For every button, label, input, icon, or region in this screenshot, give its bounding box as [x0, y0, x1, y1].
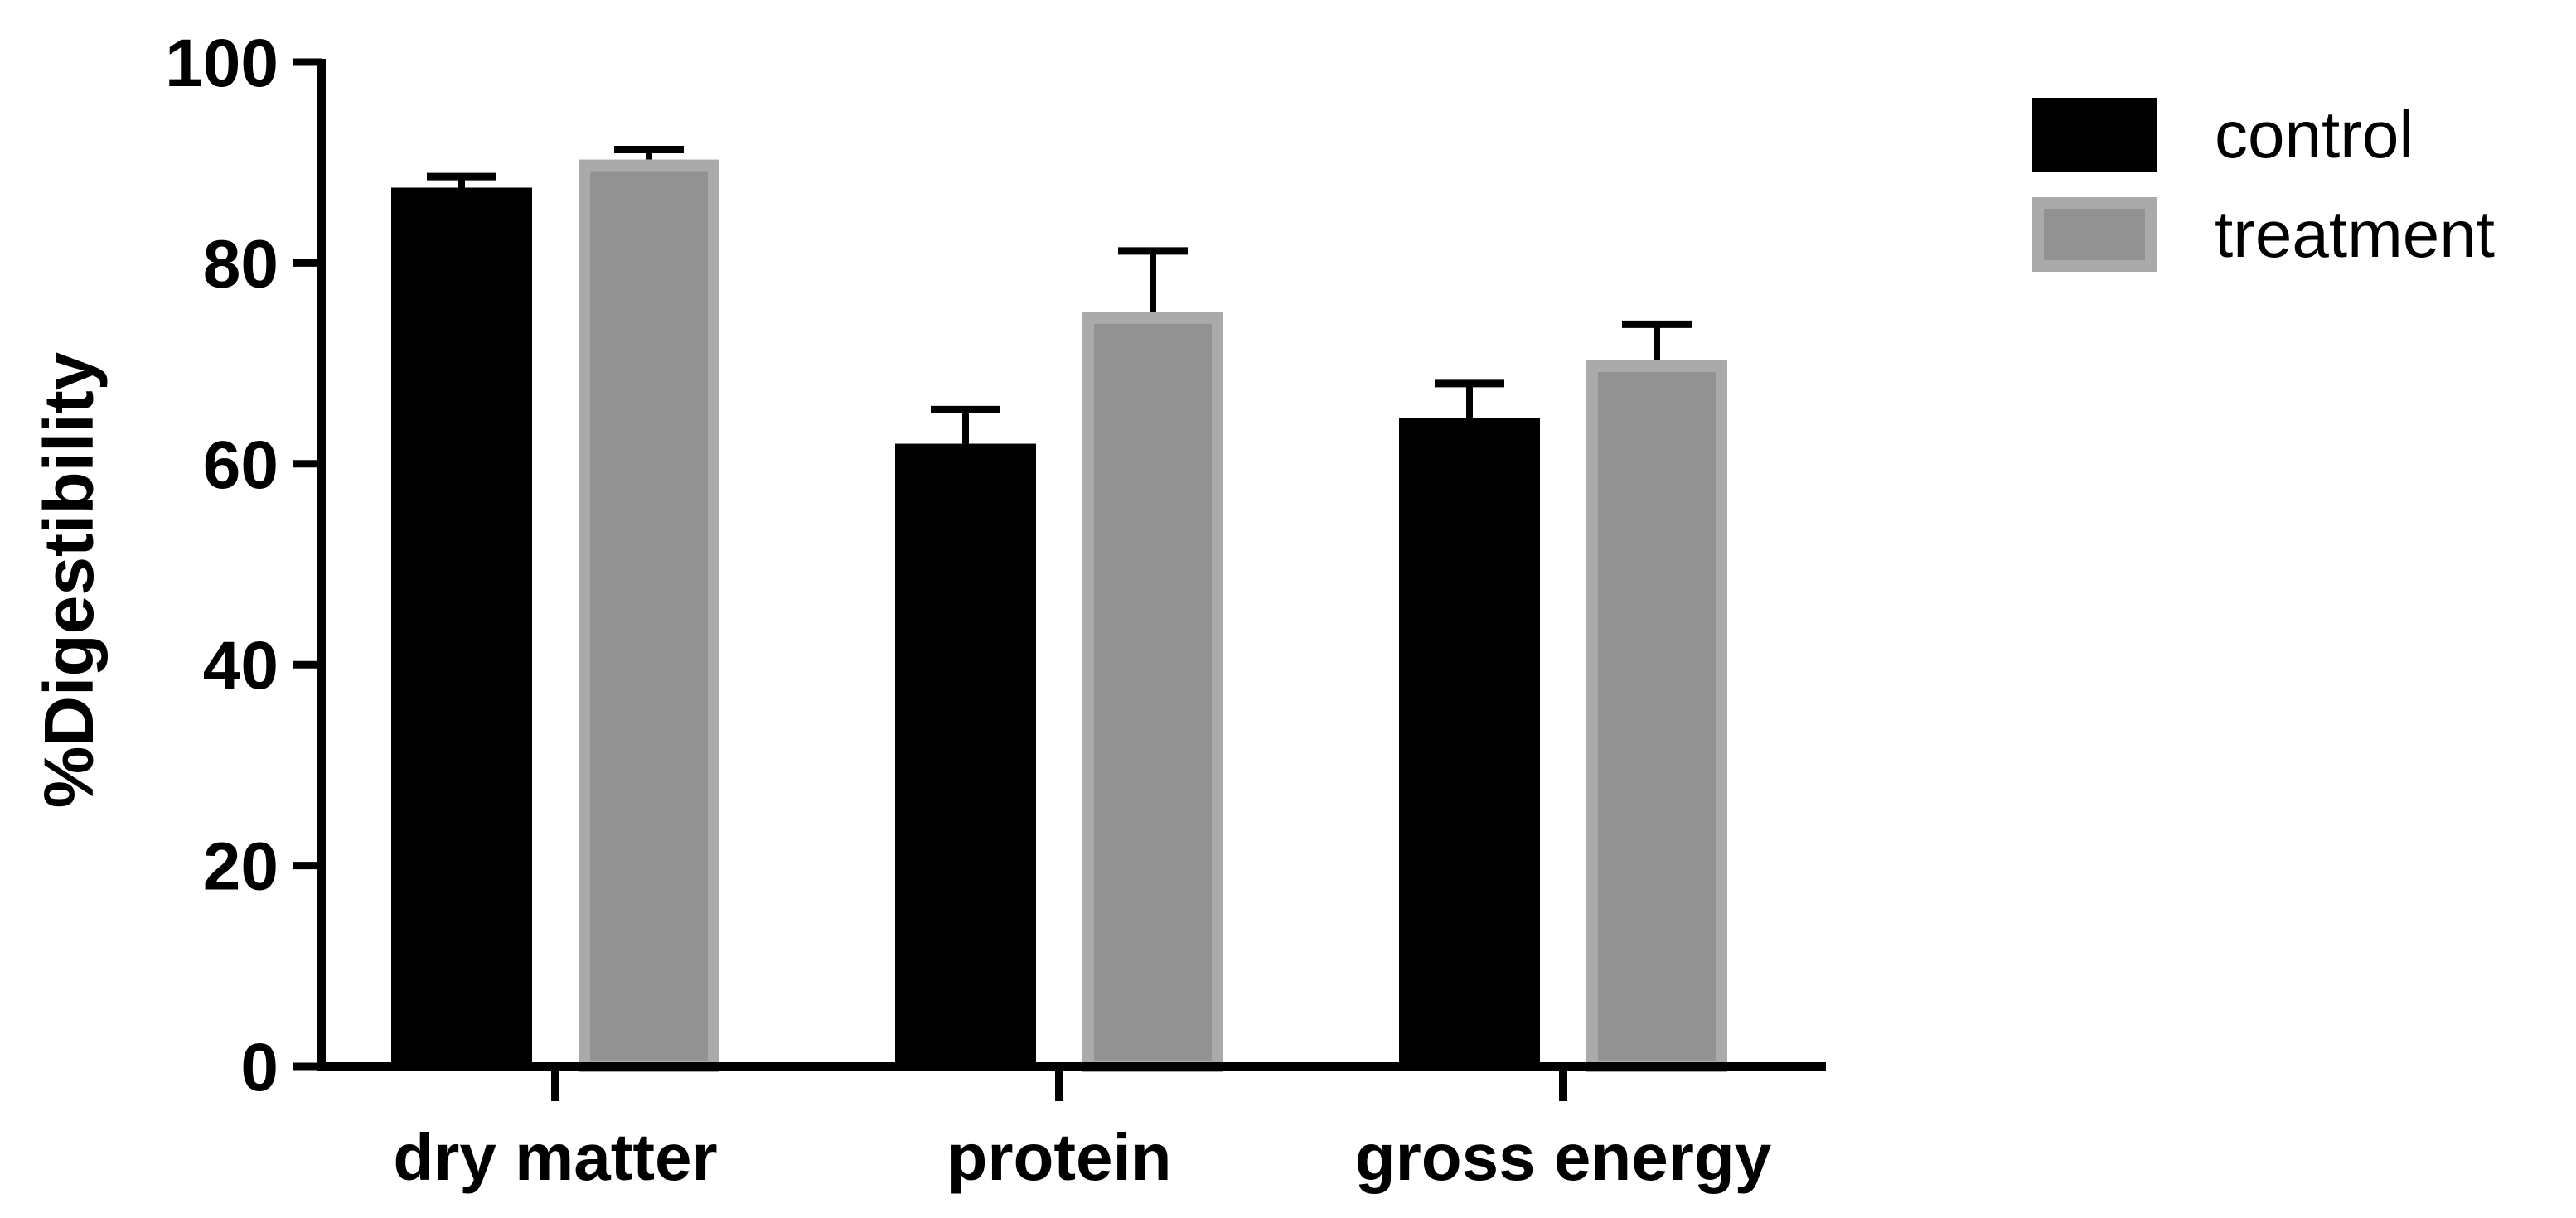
y-tick-label: 60 — [203, 428, 278, 503]
x-category-label: dry matter — [393, 1120, 717, 1194]
x-category-label: protein — [947, 1120, 1171, 1194]
bar — [895, 443, 1036, 1066]
y-tick-label: 100 — [165, 26, 278, 101]
legend-swatch — [2032, 98, 2157, 172]
x-category-label: gross energy — [1355, 1120, 1772, 1194]
legend-label: control — [2215, 98, 2414, 172]
bars-layer — [391, 145, 1727, 1073]
bar — [391, 187, 532, 1066]
legend-label: treatment — [2215, 197, 2495, 271]
y-tick-label: 40 — [203, 628, 278, 703]
axes-layer: 0 20 40 60 80 100 dry matter protein gross energ… — [165, 26, 1826, 1194]
y-axis-title: %Digestibility — [30, 351, 108, 808]
y-tick-label: 0 — [240, 1030, 278, 1105]
legend: control treatment — [2032, 98, 2495, 272]
bar — [1586, 360, 1727, 1072]
bar — [1399, 418, 1540, 1067]
y-tick-label: 80 — [203, 226, 278, 302]
legend-swatch — [2032, 197, 2157, 272]
y-tick-label: 20 — [203, 829, 278, 905]
bar — [579, 159, 719, 1073]
bar — [1082, 312, 1223, 1072]
